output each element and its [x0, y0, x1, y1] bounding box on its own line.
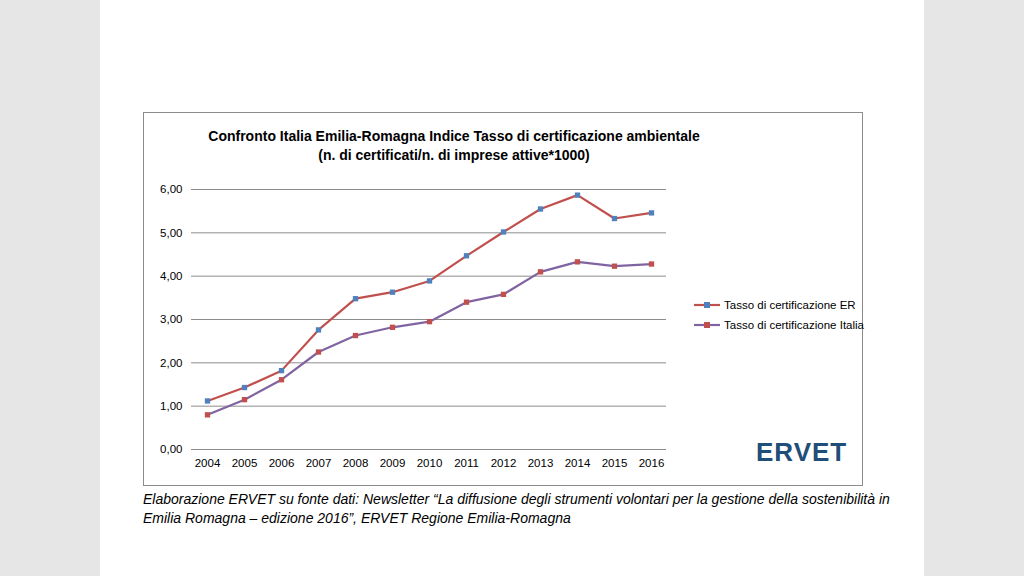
svg-text:4,00: 4,00 — [160, 270, 182, 282]
html-text:Elaborazione ERVET su fonte da: Elaborazione ERVET su fonte dati: Newsle… — [143, 491, 890, 526]
html-text:Tasso di certificazione ER: Tasso di certificazione ER — [724, 299, 856, 311]
svg-text:2008: 2008 — [343, 457, 369, 469]
svg-text:2014: 2014 — [565, 457, 591, 469]
svg-text:2012: 2012 — [491, 457, 517, 469]
svg-text:2011: 2011 — [454, 457, 479, 469]
html-text:Confronto Italia Emilia-Romagn: Confronto Italia Emilia-Romagna Indice T… — [208, 128, 700, 144]
html-text:Tasso di certificazione Italia: Tasso di certificazione Italia — [724, 319, 864, 331]
svg-text:2010: 2010 — [417, 457, 443, 469]
svg-text:2,00: 2,00 — [160, 357, 182, 369]
svg-text:2005: 2005 — [232, 457, 258, 469]
svg-text:0,00: 0,00 — [160, 443, 182, 455]
html-text:(n. di certificati/n. di impre: (n. di certificati/n. di imprese attive*… — [318, 147, 590, 163]
svg-text:2006: 2006 — [269, 457, 295, 469]
svg-text:3,00: 3,00 — [160, 313, 182, 325]
svg-text:2004: 2004 — [195, 457, 221, 469]
svg-text:6,00: 6,00 — [160, 183, 182, 195]
svg-text:5,00: 5,00 — [160, 227, 182, 239]
svg-text:2007: 2007 — [306, 457, 332, 469]
svg-text:1,00: 1,00 — [160, 400, 182, 412]
svg-text:2015: 2015 — [602, 457, 628, 469]
svg-text:2016: 2016 — [639, 457, 665, 469]
html-text:ERVET: ERVET — [756, 437, 848, 467]
svg-text:2009: 2009 — [380, 457, 406, 469]
svg-text:2013: 2013 — [528, 457, 554, 469]
